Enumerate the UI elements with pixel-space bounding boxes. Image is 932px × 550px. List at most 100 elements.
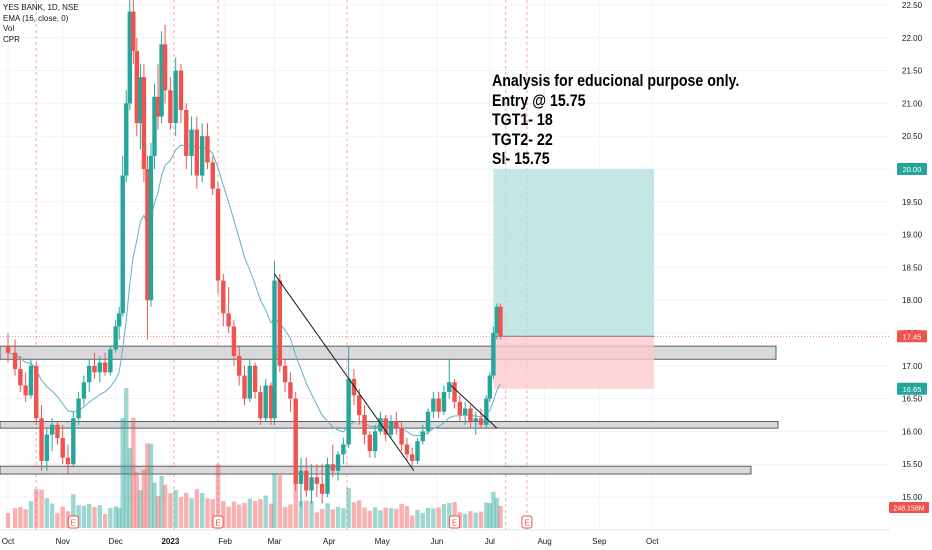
volume-bar [97,505,102,528]
volume-bar [120,418,125,528]
candle-body [258,392,263,419]
candle [272,260,277,425]
earnings-marker[interactable]: E [521,515,533,529]
volume-bar [12,508,18,528]
candle-body [277,280,283,366]
candle-body [92,365,97,373]
candle-body [357,395,362,415]
price-axis[interactable]: 15.0015.5016.0016.5017.0017.5018.0018.50… [890,0,932,550]
time-tick-label: Aug [537,537,551,546]
candle [65,444,71,475]
candle-body [431,398,436,412]
candle [138,64,143,150]
candles [5,0,503,507]
volume-bar [148,443,154,528]
candle [314,464,320,497]
earnings-marker[interactable]: E [67,515,79,529]
volume-tag: 248.158M [889,502,929,513]
volume-bar [242,502,247,528]
analysis-note[interactable]: Analysis for educional purpose only. Ent… [492,72,739,170]
time-axis[interactable]: Oct Nov Dec 2023 Feb Mar Apr May Jun Jul Aug Sep Oct [0,529,890,550]
candle-body [378,418,383,432]
candle [404,437,410,461]
candle [145,155,150,340]
volume-bar [159,476,164,528]
volume-bar [468,511,473,528]
time-axis-bg [0,530,890,550]
candle-body [49,424,55,435]
candle-body [28,365,34,396]
candle [55,421,60,445]
volume-bar [409,515,415,528]
time-tick-label: Sep [592,537,607,546]
volume-bar [388,508,394,528]
ema-16-line [7,143,501,437]
earnings-marker[interactable]: E [212,515,224,529]
candle-body [409,454,415,461]
candle [97,355,102,383]
volume-bar [28,501,34,528]
volume-bar [362,507,367,528]
volume-bar [34,489,39,528]
volume-bar [378,510,383,528]
candle-body [282,365,288,383]
candle [263,378,268,422]
price-tick-label: 18.50 [902,263,923,272]
stop-zone[interactable] [493,336,654,389]
candle-body [152,96,157,156]
volume-bar [178,497,184,528]
long-position-tool[interactable] [0,169,890,389]
note-line-tgt2: TGT2- 22 [492,130,553,149]
candle [221,273,226,327]
candle [462,401,468,425]
candle [436,392,441,419]
candle-body [108,349,113,373]
trendline[interactable] [450,385,498,429]
legend-ema[interactable]: EMA (16, close, 0) [3,13,69,23]
stop-price-tag-bg [897,382,927,395]
candle-body [247,365,253,399]
candle-body [272,280,277,419]
candle [71,411,76,468]
target-price-tag-text: 20.00 [903,165,922,174]
candle-body [252,365,258,393]
legend-symbol[interactable]: YES BANK, 1D, NSE [3,3,79,12]
legend-cpr[interactable]: CPR [3,34,20,44]
candle-body [173,70,178,124]
volume-bar [473,512,478,528]
price-tick-label: 19.50 [902,198,923,207]
volume-bar [44,498,50,528]
price-tick-label: 21.00 [902,99,923,108]
candle-body [487,375,493,399]
earnings-marker-box [521,515,533,529]
candle-body [148,155,154,301]
volume-bar [335,506,341,528]
volume-bar [247,498,253,528]
trendlines[interactable] [274,273,498,472]
candle [452,378,457,409]
candle-body [205,136,210,163]
candle [23,372,28,402]
candle [18,355,23,393]
earnings-marker[interactable]: E [449,515,461,529]
volume-bar [494,498,500,528]
support-zone[interactable] [0,465,752,475]
candle-body [76,398,81,419]
volume-bar [415,509,420,528]
volume-bar [282,507,288,528]
candle [194,116,200,189]
candle-body [60,437,65,458]
candle [113,319,118,353]
candle-body [484,398,489,425]
candle [457,395,463,422]
candle-body [5,346,11,353]
volume-bar [152,482,157,528]
stop-price-tag: 16.65 [897,382,927,395]
profit-zone[interactable] [493,169,654,337]
legend-vol[interactable]: Vol [3,24,15,33]
candle [226,287,231,333]
trendline[interactable] [274,273,415,472]
volume-bar [252,500,258,528]
